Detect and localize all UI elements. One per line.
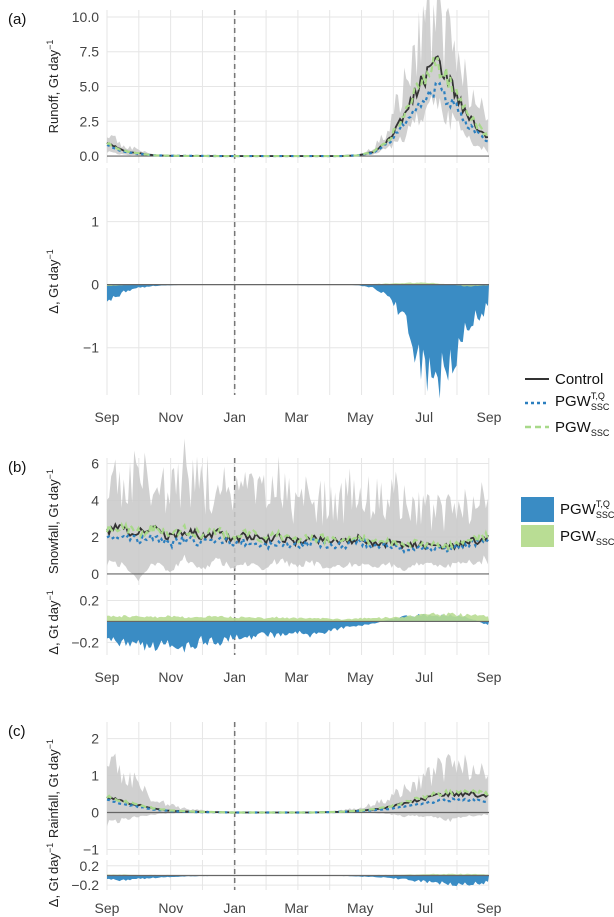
legend-fill-label-pgw-tq: PGWT,Q SSC <box>560 499 614 520</box>
x-tick-label: Sep <box>477 669 502 685</box>
legend-fills: PGWT,Q SSC PGWSSC <box>521 497 614 547</box>
x-tick-label: Sep <box>95 900 120 916</box>
panel-label: (a) <box>8 11 26 28</box>
y-tick-label: 7.5 <box>80 44 100 60</box>
x-tick-label: Nov <box>158 669 183 685</box>
y-tick-label: 2 <box>91 731 99 747</box>
series-line-pgw-ssc <box>106 788 489 814</box>
y-tick-label: 0 <box>91 566 99 582</box>
legend-label-pgw-ssc-sub: SSC <box>591 428 610 438</box>
x-tick-label: Mar <box>284 900 308 916</box>
y-axis-label: Δ, Gt day−1 <box>45 843 61 907</box>
legend-label-pgw-tq: PGWT,Q SSC <box>555 391 610 412</box>
x-tick-label: May <box>347 900 373 916</box>
x-tick-label: Jul <box>415 669 433 685</box>
x-tick-label: Mar <box>284 669 308 685</box>
y-tick-label: 2 <box>91 529 99 545</box>
y-tick-label: 10.0 <box>72 9 99 25</box>
x-tick-label: Jul <box>415 409 433 425</box>
y-axis-label: Snowfall, Gt day−1 <box>45 469 61 574</box>
y-axis-label: Δ, Gt day−1 <box>45 590 61 654</box>
panel-label: (c) <box>8 723 26 740</box>
y-tick-label: 1 <box>91 768 99 784</box>
delta-area-pgw-tq <box>107 284 489 399</box>
panel-b-delta: −0.2 0.2 Δ, Gt day−1 Sep Nov Jan Mar May Jul Sep <box>45 590 502 685</box>
x-tick-label: Sep <box>95 409 120 425</box>
x-tick-label: Nov <box>158 409 183 425</box>
y-axis-label-sup: −1 <box>45 739 55 749</box>
y-tick-label: 4 <box>91 492 99 508</box>
y-axis-label-sup: −1 <box>45 843 55 853</box>
ensemble-envelope <box>107 438 488 582</box>
y-tick-label: 0 <box>91 277 99 293</box>
legend-fill-label-pgw-tq-sub: SSC <box>596 510 614 520</box>
panel-a: 0.0 2.5 5.0 7.5 10.0 Runoff, Gt day−1 (a) <box>8 0 490 164</box>
x-tick-label: Sep <box>477 409 502 425</box>
x-tick-label: May <box>347 409 373 425</box>
y-tick-label: 0.2 <box>80 858 100 874</box>
y-tick-label: −0.2 <box>71 634 99 650</box>
y-tick-label: 6 <box>91 456 99 472</box>
legend-lines: Control PGWT,Q SSC PGWSSC <box>525 371 610 438</box>
x-tick-label: Sep <box>477 900 502 916</box>
legend-fill-label-pgw-ssc: PGWSSC <box>560 528 614 547</box>
y-axis-label: Runoff, Gt day−1 <box>45 40 61 134</box>
y-tick-label: 0.0 <box>80 148 100 164</box>
y-tick-label: 1 <box>91 214 99 230</box>
x-tick-label: Jan <box>223 900 246 916</box>
series-line-pgw-ssc <box>106 56 489 158</box>
legend-fill-label-pgw-ssc-sub: SSC <box>596 537 614 547</box>
legend-label-pgw-ssc: PGWSSC <box>555 419 610 438</box>
y-axis-label-sup: −1 <box>45 590 55 600</box>
delta-area-pgw-tq <box>107 613 489 653</box>
delta-area-pgw-ssc <box>107 612 489 622</box>
y-tick-label: 0.2 <box>80 592 100 608</box>
x-tick-label: Jul <box>415 900 433 916</box>
legend-fill-label-pgw-tq-sup: T,Q <box>596 499 610 509</box>
x-tick-label: Sep <box>95 669 120 685</box>
y-axis-label-sup: −1 <box>45 469 55 479</box>
legend-label-pgw-tq-sub: SSC <box>591 402 610 412</box>
ensemble-envelope <box>107 0 488 157</box>
y-tick-label: 2.5 <box>80 113 100 129</box>
y-axis-label: Δ, Gt day−1 <box>45 249 61 313</box>
x-tick-label: Nov <box>158 900 183 916</box>
panel-label: (b) <box>8 459 26 476</box>
panel-a-delta: −1 0 1 Δ, Gt day−1 Sep Nov Jan Mar May Jul Sep <box>45 168 502 425</box>
legend-swatch-pgw-tq <box>521 497 554 522</box>
delta-area-pgw-ssc <box>107 282 489 287</box>
panel-c: −1 0 1 2 Rainfall, Gt day−1 (c) <box>8 722 490 857</box>
legend-label-pgw-tq-sup: T,Q <box>591 391 605 401</box>
y-tick-label: −1 <box>83 340 99 356</box>
x-tick-label: Jan <box>223 669 246 685</box>
panel-b: 0 2 4 6 Snowfall, Gt day−1 (b) <box>8 438 490 585</box>
x-tick-label: Jan <box>223 409 246 425</box>
y-tick-label: 0 <box>91 805 99 821</box>
legend-label-control: Control <box>555 371 603 388</box>
y-tick-label: 5.0 <box>80 79 100 95</box>
y-tick-label: −1 <box>83 841 99 857</box>
legend-swatch-pgw-ssc <box>521 525 554 547</box>
delta-area-pgw-tq <box>107 875 489 887</box>
x-tick-label: Mar <box>284 409 308 425</box>
y-tick-label: −0.2 <box>71 877 99 893</box>
y-axis-label-sup: −1 <box>45 249 55 259</box>
y-axis-label: Rainfall, Gt day−1 <box>45 739 61 838</box>
x-tick-label: May <box>347 669 373 685</box>
y-axis-label-sup: −1 <box>45 40 55 50</box>
panel-c-delta: −0.2 0.2 Δ, Gt day−1 Sep Nov Jan Mar May Jul Sep <box>45 843 502 916</box>
